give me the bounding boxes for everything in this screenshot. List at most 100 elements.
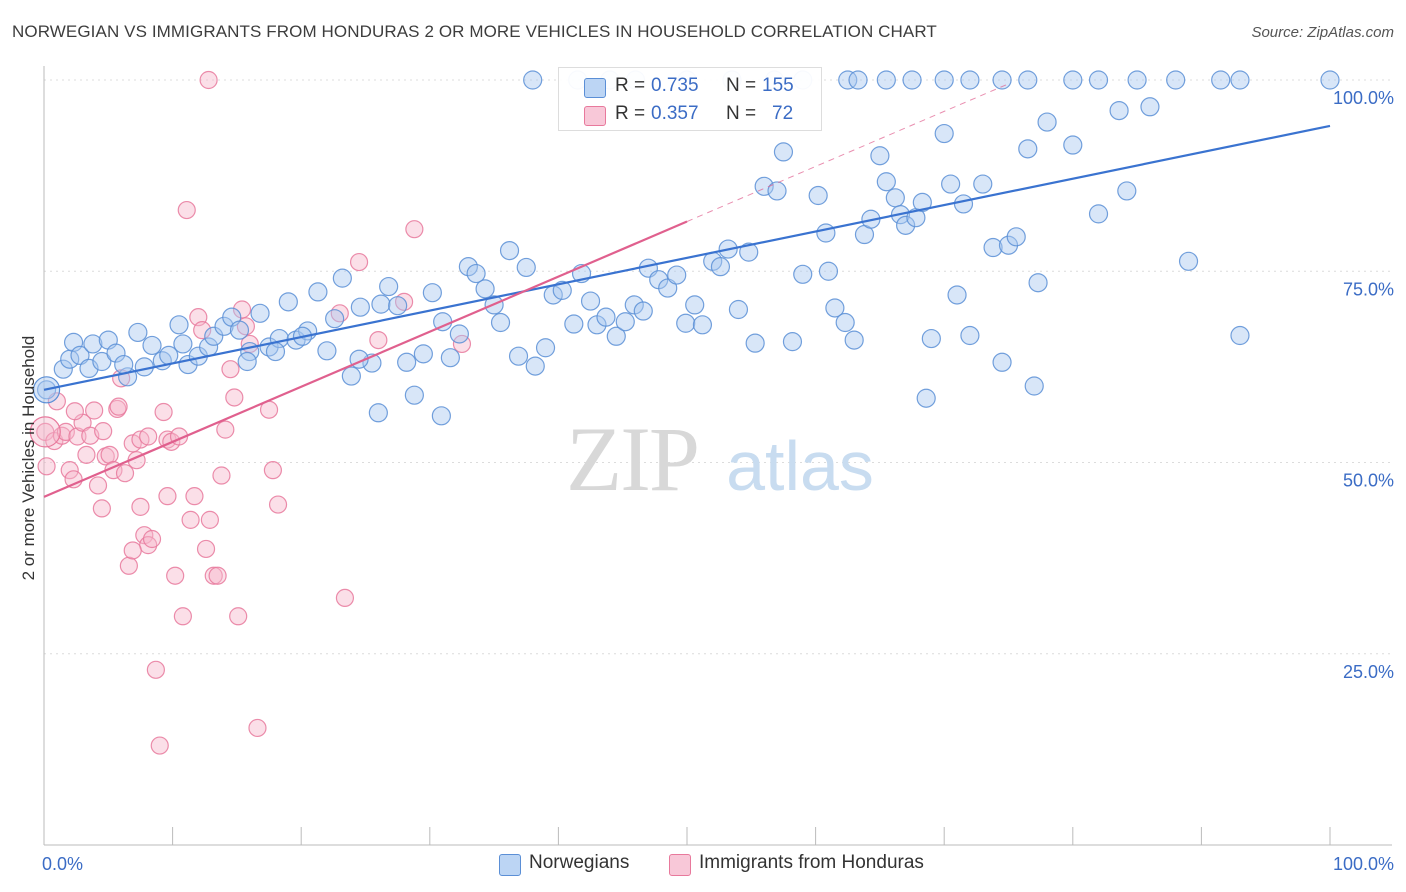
- norwegian-point: [1024, 376, 1044, 396]
- norwegian-point: [782, 332, 803, 352]
- norwegian-point: [876, 70, 896, 90]
- norwegian-point: [580, 291, 601, 311]
- norwegian-point: [431, 406, 451, 426]
- norwegian-points: [32, 70, 1340, 426]
- norwegian-point: [440, 348, 460, 368]
- honduras-point: [92, 499, 111, 518]
- watermark-zip: ZIP: [566, 408, 698, 510]
- norwegian-point: [745, 333, 765, 353]
- norwegian-point: [992, 70, 1012, 90]
- norwegian-point: [1028, 273, 1048, 293]
- y-tick-label: 25.0%: [1343, 662, 1394, 682]
- norwegian-point: [317, 341, 337, 361]
- norwegian-point: [816, 223, 836, 243]
- norwegian-point: [1006, 227, 1026, 247]
- norwegian-point: [685, 295, 705, 315]
- norwegian-point: [332, 268, 352, 288]
- norwegian-point: [169, 315, 189, 335]
- norwegian-point: [325, 309, 345, 329]
- x-tick-label: 0.0%: [42, 854, 83, 874]
- norwegian-point: [341, 366, 361, 386]
- honduras-point: [200, 510, 219, 529]
- legend-swatch-pink: [584, 106, 606, 126]
- norwegian-point: [960, 70, 980, 90]
- norwegian-point: [490, 312, 511, 333]
- norwegian-point: [1178, 251, 1199, 271]
- norwegian-point: [912, 192, 932, 212]
- honduras-point: [56, 422, 75, 441]
- norwegian-point: [508, 346, 529, 366]
- norwegian-point: [278, 292, 298, 312]
- watermark-atlas: atlas: [726, 427, 874, 505]
- honduras-point: [221, 360, 240, 379]
- honduras-point: [232, 300, 252, 319]
- norwegian-point: [960, 325, 980, 346]
- norwegian-point: [1088, 204, 1109, 224]
- norwegian-point: [564, 314, 584, 334]
- honduras-point: [199, 70, 218, 90]
- norwegian-point: [350, 297, 370, 317]
- norwegian-point: [229, 320, 250, 340]
- honduras-point: [68, 427, 87, 446]
- honduras-point: [177, 200, 196, 220]
- honduras-point: [60, 461, 79, 480]
- norwegian-point: [114, 354, 134, 375]
- honduras-point: [212, 466, 231, 485]
- norwegian-point: [371, 294, 391, 314]
- honduras-point: [158, 487, 177, 506]
- norwegian-point: [449, 324, 469, 344]
- norwegian-point: [475, 279, 495, 299]
- legend-box: R = 0.735 N = 155 R = 0.357 N = 72: [558, 67, 822, 131]
- legend-swatch-blue: [499, 854, 521, 876]
- honduras-point: [142, 529, 162, 549]
- chart-title: NORWEGIAN VS IMMIGRANTS FROM HONDURAS 2 …: [12, 22, 937, 41]
- honduras-point: [77, 445, 96, 464]
- honduras-point: [229, 607, 248, 626]
- norwegian-point: [1088, 70, 1109, 90]
- axes: [43, 66, 1392, 846]
- honduras-point: [369, 331, 388, 350]
- norwegian-point: [173, 334, 193, 354]
- norwegian-point: [1109, 100, 1129, 121]
- norwegian-point: [921, 328, 941, 349]
- honduras-point: [173, 607, 192, 626]
- norwegian-point: [710, 257, 731, 277]
- norwegian-point: [106, 343, 126, 363]
- norwegian-point: [1063, 135, 1083, 155]
- watermark: ZIP atlas: [566, 408, 874, 510]
- legend-r-value: 0.735: [651, 75, 699, 96]
- legend-n-value: 72: [772, 103, 794, 124]
- honduras-point: [85, 401, 104, 420]
- norwegian-point: [422, 283, 442, 303]
- honduras-point: [204, 566, 223, 585]
- y-tick-label: 50.0%: [1343, 471, 1394, 491]
- norwegian-point: [953, 194, 974, 214]
- norwegian-point: [1211, 70, 1231, 90]
- y-tick-label: 75.0%: [1343, 279, 1394, 299]
- norwegian-point: [237, 351, 257, 372]
- norwegian-point: [308, 282, 328, 302]
- norwegian-point: [552, 280, 572, 300]
- honduras-point: [88, 476, 108, 495]
- norwegian-point: [885, 188, 905, 208]
- norwegian-point: [499, 240, 520, 261]
- norwegian-point: [767, 181, 787, 201]
- norwegian-point: [1140, 97, 1160, 117]
- norwegian-point: [838, 70, 858, 90]
- honduras-point: [131, 497, 150, 516]
- norwegian-point: [934, 70, 954, 90]
- norwegian-point: [941, 174, 961, 194]
- norwegian-point: [676, 313, 696, 333]
- y-axis-label: 2 or more Vehicles in Household: [19, 336, 38, 581]
- honduras-point: [394, 292, 414, 311]
- honduras-trend-extension: [686, 83, 1009, 222]
- norwegian-point: [1018, 139, 1038, 159]
- honduras-point: [166, 566, 185, 585]
- tick-labels: 25.0% 50.0% 75.0% 100.0% 0.0% 100.0%: [42, 88, 1394, 874]
- norwegian-trend-line: [43, 124, 1331, 391]
- honduras-point: [335, 588, 355, 608]
- legend-label-honduras: Immigrants from Honduras: [699, 852, 924, 873]
- norwegian-point: [1127, 70, 1147, 90]
- norwegian-point: [692, 315, 713, 335]
- honduras-point: [154, 402, 173, 422]
